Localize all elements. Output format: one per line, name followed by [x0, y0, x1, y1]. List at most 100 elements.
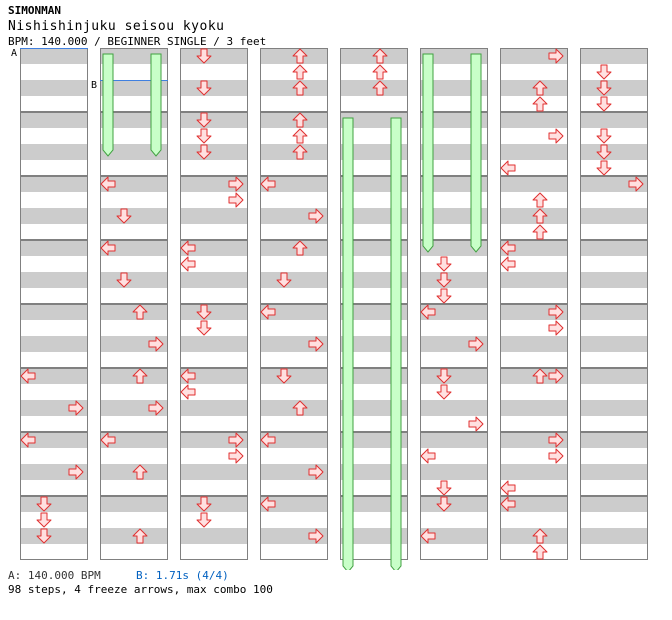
step-arrow-up	[532, 192, 548, 208]
measure-border	[260, 240, 328, 304]
beat-stripe	[500, 464, 568, 480]
beat-stripe	[180, 240, 248, 256]
beat-stripe	[260, 432, 328, 448]
beat-stripe	[20, 208, 88, 224]
step-arrow-left	[100, 176, 116, 192]
measure-border	[20, 112, 88, 176]
beat-stripe	[100, 336, 168, 352]
beat-stripe	[20, 48, 88, 64]
measure-border	[180, 368, 248, 432]
measure-border	[500, 240, 568, 304]
measure-border	[20, 432, 88, 496]
beat-stripe	[260, 208, 328, 224]
step-arrow-down	[436, 288, 452, 304]
step-arrow-up	[532, 544, 548, 560]
step-arrow-right	[308, 464, 324, 480]
step-arrow-down	[116, 208, 132, 224]
freeze-arrow	[422, 53, 434, 253]
step-arrow-right	[228, 448, 244, 464]
measure-border	[340, 112, 408, 176]
step-arrow-up	[132, 304, 148, 320]
beat-stripe	[580, 528, 648, 544]
beat-stripe	[580, 208, 648, 224]
step-arrow-up	[372, 64, 388, 80]
step-arrow-right	[548, 368, 564, 384]
measure-border	[340, 368, 408, 432]
step-arrow-left	[180, 256, 196, 272]
step-arrow-right	[548, 128, 564, 144]
beat-stripe	[180, 464, 248, 480]
beat-stripe	[180, 80, 248, 96]
step-arrow-right	[308, 336, 324, 352]
freeze-arrow	[102, 53, 114, 157]
step-arrow-up	[372, 48, 388, 64]
beat-stripe	[100, 208, 168, 224]
step-arrow-left	[100, 240, 116, 256]
measure-border	[500, 496, 568, 560]
measure-border	[180, 48, 248, 112]
measure-border	[260, 176, 328, 240]
step-arrow-left	[260, 432, 276, 448]
beat-stripe	[260, 464, 328, 480]
step-arrow-down	[196, 304, 212, 320]
beat-stripe	[580, 496, 648, 512]
step-arrow-down	[36, 512, 52, 528]
step-arrow-up	[532, 208, 548, 224]
beat-stripe	[20, 272, 88, 288]
step-arrow-left	[420, 528, 436, 544]
measure-border	[500, 304, 568, 368]
beat-stripe	[500, 272, 568, 288]
freeze-arrow	[390, 117, 402, 570]
beat-stripe	[20, 112, 88, 128]
step-arrow-right	[228, 176, 244, 192]
step-arrow-left	[260, 496, 276, 512]
beat-stripe	[180, 368, 248, 384]
beat-stripe	[20, 464, 88, 480]
beat-stripe	[180, 496, 248, 512]
step-arrow-right	[548, 320, 564, 336]
step-arrow-up	[292, 128, 308, 144]
measure-border	[100, 240, 168, 304]
measure-border	[580, 112, 648, 176]
step-arrow-left	[420, 304, 436, 320]
beat-stripe	[180, 336, 248, 352]
beat-stripe	[100, 272, 168, 288]
beat-stripe	[100, 400, 168, 416]
measure-border	[180, 176, 248, 240]
beat-stripe	[180, 528, 248, 544]
step-arrow-up	[372, 80, 388, 96]
step-arrow-left	[180, 240, 196, 256]
beat-stripe	[500, 240, 568, 256]
step-arrow-down	[196, 144, 212, 160]
step-arrow-right	[548, 48, 564, 64]
beat-stripe	[260, 176, 328, 192]
step-arrow-down	[436, 368, 452, 384]
measure-border	[100, 176, 168, 240]
measure-border	[100, 112, 168, 176]
beat-stripe	[180, 176, 248, 192]
measure-border	[500, 432, 568, 496]
freeze-arrow	[470, 53, 482, 253]
beat-stripe	[580, 144, 648, 160]
step-arrow-down	[116, 272, 132, 288]
step-arrow-right	[148, 336, 164, 352]
step-summary: 98 steps, 4 freeze arrows, max combo 100	[8, 583, 273, 596]
measure-border	[420, 432, 488, 496]
step-arrow-down	[276, 272, 292, 288]
beat-stripe	[580, 336, 648, 352]
beat-stripe	[20, 80, 88, 96]
beat-stripe	[500, 176, 568, 192]
beat-stripe	[580, 240, 648, 256]
step-arrow-up	[532, 224, 548, 240]
step-arrow-down	[276, 368, 292, 384]
beat-stripe	[100, 176, 168, 192]
beat-stripe	[420, 368, 488, 384]
measure-border	[420, 496, 488, 560]
step-arrow-down	[596, 64, 612, 80]
step-arrow-down	[596, 80, 612, 96]
measure-border	[180, 304, 248, 368]
beat-stripe	[180, 432, 248, 448]
beat-stripe	[580, 272, 648, 288]
measure-border	[580, 176, 648, 240]
beat-stripe	[260, 496, 328, 512]
